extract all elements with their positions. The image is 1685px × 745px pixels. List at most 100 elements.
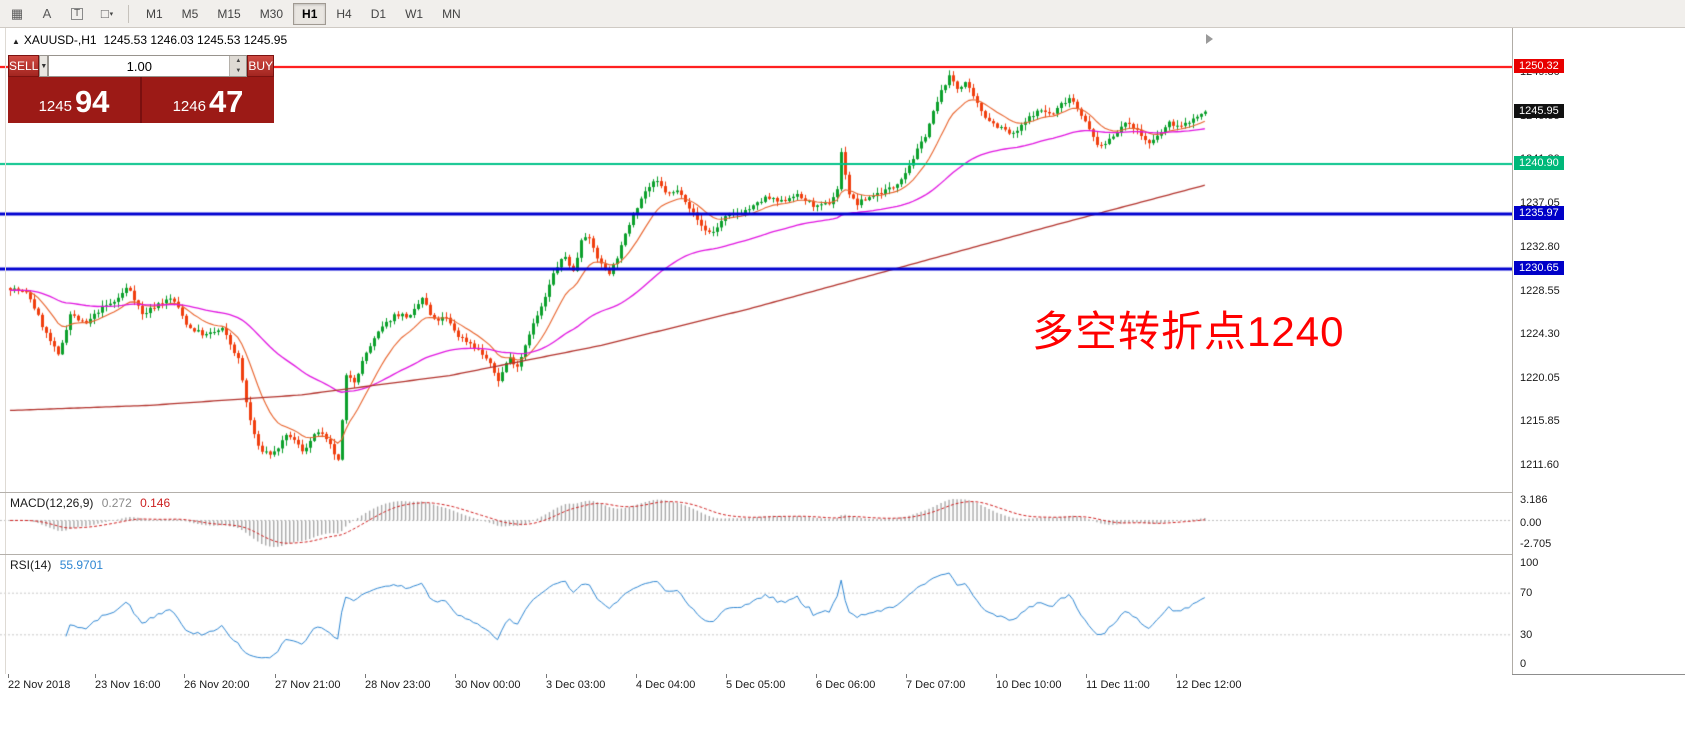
font-a-icon[interactable]: A — [34, 3, 60, 25]
rsi-panel-separator[interactable] — [0, 554, 1685, 555]
time-axis-label: 22 Nov 2018 — [8, 679, 71, 691]
toolbar-separator — [128, 4, 129, 23]
chart-shift-marker-icon[interactable] — [1206, 34, 1213, 44]
ask-price-big: 47 — [208, 84, 244, 119]
rsi-value: 55.9701 — [59, 558, 104, 572]
time-axis-tick — [8, 674, 9, 678]
macd-axis-label: -2.705 — [1520, 538, 1552, 550]
rsi-header: RSI(14) 55.9701 — [10, 558, 108, 572]
time-axis-tick — [996, 674, 997, 678]
timeframe-buttons: M1 M5 M15 M30 H1 H4 D1 W1 MN — [137, 2, 470, 25]
volume-increase-button[interactable]: ▲ — [230, 56, 247, 66]
time-axis-label: 4 Dec 04:00 — [636, 679, 696, 691]
rsi-label: RSI(14) — [10, 558, 52, 572]
price-level-tag: 1245.95 — [1514, 103, 1564, 118]
time-axis-label: 3 Dec 03:00 — [546, 679, 606, 691]
chart-left-border — [5, 28, 6, 674]
price-axis[interactable]: 1249.801245.551241.301237.051232.801228.… — [1512, 28, 1685, 674]
macd-panel-separator[interactable] — [0, 492, 1685, 493]
ohlc-values: 1245.53 1246.03 1245.53 1245.95 — [103, 33, 288, 47]
sell-button[interactable]: SELL — [8, 55, 40, 77]
shapes-icon[interactable]: □ ▾ — [94, 3, 120, 25]
timeframe-button-m15[interactable]: M15 — [208, 3, 249, 25]
chart-ohlc-header: ▲ XAUUSD-,H1 1245.53 1246.03 1245.53 1245.… — [12, 33, 287, 47]
timeframe-button-d1[interactable]: D1 — [362, 3, 395, 25]
volume-input[interactable] — [49, 56, 230, 76]
time-axis-label: 7 Dec 07:00 — [906, 679, 966, 691]
price-level-tag: 1230.65 — [1514, 261, 1564, 275]
text-label-icon[interactable]: T — [64, 3, 90, 25]
time-axis-tick — [816, 674, 817, 678]
macd-indicator-canvas[interactable] — [0, 493, 1512, 553]
timeframe-button-h4[interactable]: H4 — [327, 3, 360, 25]
time-axis-tick — [546, 674, 547, 678]
price-axis-label: 1228.55 — [1520, 284, 1560, 297]
macd-value-1: 0.272 — [101, 496, 132, 510]
price-axis-label: 1224.30 — [1520, 328, 1560, 341]
rsi-indicator-canvas[interactable] — [0, 555, 1512, 673]
price-level-tag: 1235.97 — [1514, 206, 1564, 221]
toolbar: ▦ A T □ ▾ M1 M5 M15 M30 H1 H4 D1 W1 MN — [0, 0, 1685, 28]
time-axis-label: 10 Dec 10:00 — [996, 679, 1062, 691]
price-axis-label: 1215.85 — [1520, 415, 1560, 428]
macd-axis-label: 3.186 — [1520, 494, 1548, 506]
timeframe-button-m1[interactable]: M1 — [137, 3, 172, 25]
time-axis-tick — [1086, 674, 1087, 678]
time-axis-label: 30 Nov 00:00 — [455, 679, 521, 691]
time-axis-label: 5 Dec 05:00 — [726, 679, 786, 691]
timeframe-button-mn[interactable]: MN — [433, 3, 470, 25]
bid-price-small: 1245 — [38, 98, 72, 115]
time-axis-label: 11 Dec 11:00 — [1086, 679, 1150, 691]
price-axis-label: 1220.05 — [1520, 372, 1560, 385]
macd-header: MACD(12,26,9) 0.272 0.146 — [10, 496, 175, 510]
volume-box: ▲ ▼ — [48, 55, 248, 77]
symbol-triangle-icon: ▲ — [12, 37, 20, 46]
macd-axis-label: 0.00 — [1520, 517, 1542, 529]
dropdown-caret-icon: ▾ — [109, 10, 114, 18]
symbol-timeframe: XAUUSD-,H1 — [23, 33, 97, 47]
time-axis-label: 6 Dec 06:00 — [816, 679, 876, 691]
rsi-axis-label: 0 — [1520, 658, 1527, 670]
macd-value-2: 0.146 — [140, 496, 171, 510]
timeframe-button-h1[interactable]: H1 — [293, 2, 327, 25]
rsi-axis-label: 100 — [1520, 557, 1539, 569]
one-click-trading-panel: SELL ▼ ▲ ▼ BUY 1245 94 1246 — [8, 55, 274, 123]
time-axis-label: 27 Nov 21:00 — [275, 679, 341, 691]
time-axis-tick — [906, 674, 907, 678]
bid-price-big: 94 — [74, 84, 110, 119]
buy-button[interactable]: BUY — [247, 55, 274, 77]
volume-decrease-button[interactable]: ▼ — [230, 66, 247, 76]
ask-price-button[interactable]: 1246 47 — [142, 77, 274, 123]
price-axis-label: 1232.80 — [1520, 240, 1560, 253]
time-axis-tick — [636, 674, 637, 678]
rsi-axis-label: 70 — [1520, 587, 1533, 599]
time-axis-label: 28 Nov 23:00 — [365, 679, 431, 691]
time-axis-tick — [95, 674, 96, 678]
bid-price-button[interactable]: 1245 94 — [8, 77, 140, 123]
time-axis-tick — [1176, 674, 1177, 678]
price-level-tag: 1250.32 — [1514, 58, 1564, 73]
time-axis-tick — [275, 674, 276, 678]
timeframe-button-w1[interactable]: W1 — [396, 3, 432, 25]
time-axis[interactable]: 22 Nov 2018 23 Nov 16:00 26 Nov 20:00 27 No… — [0, 674, 1512, 714]
time-axis-label: 26 Nov 20:00 — [184, 679, 250, 691]
trade-options-caret-icon[interactable]: ▼ — [39, 55, 49, 77]
timeframe-button-m5[interactable]: M5 — [173, 3, 208, 25]
price-level-tag: 1240.90 — [1514, 155, 1564, 170]
timeframe-button-m30[interactable]: M30 — [251, 3, 292, 25]
rsi-axis-label: 30 — [1520, 629, 1533, 641]
toolbar-icons: ▦ A T □ ▾ — [4, 3, 120, 25]
chart-workspace: ▲ XAUUSD-,H1 1245.53 1246.03 1245.53 1245.… — [0, 28, 1685, 745]
price-axis-label: 1211.60 — [1520, 459, 1559, 471]
macd-label: MACD(12,26,9) — [10, 496, 94, 510]
time-axis-tick — [455, 674, 456, 678]
price-axis-label: 1237.05 — [1520, 197, 1560, 210]
chart-annotation-text: 多空转折点1240 — [1032, 308, 1345, 355]
ask-price-small: 1246 — [172, 98, 206, 115]
time-axis-tick — [726, 674, 727, 678]
time-axis-tick — [184, 674, 185, 678]
time-axis-label: 12 Dec 12:00 — [1176, 679, 1242, 691]
chart-grid-icon[interactable]: ▦ — [4, 3, 30, 25]
time-axis-label: 23 Nov 16:00 — [95, 679, 161, 691]
